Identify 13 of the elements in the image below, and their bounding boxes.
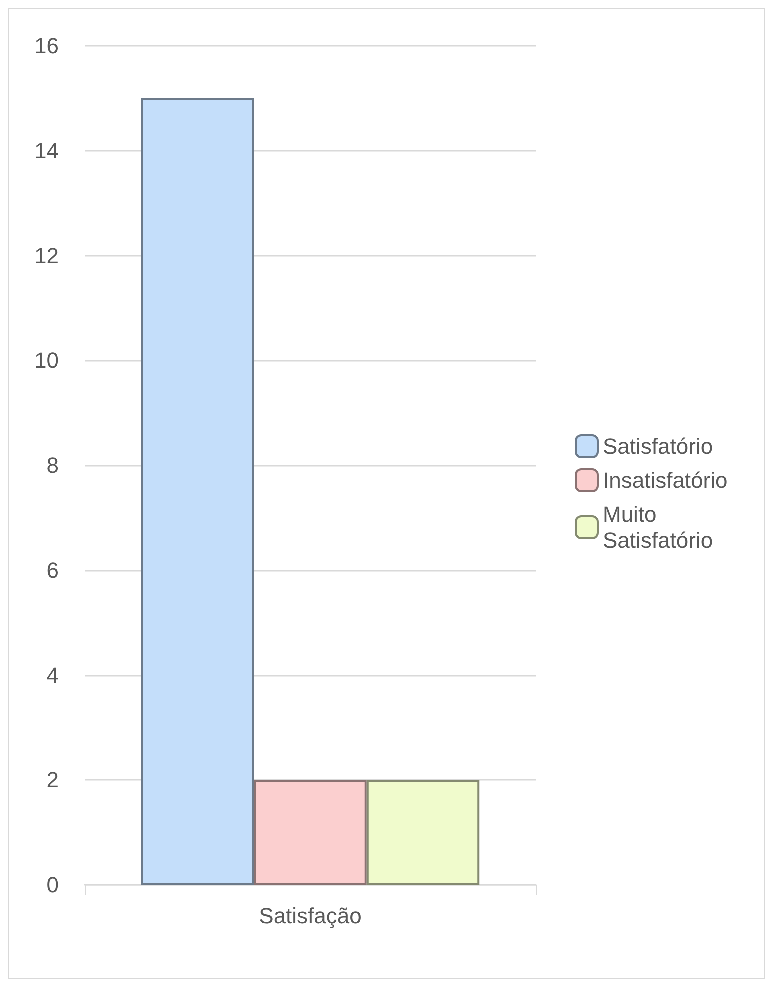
y-tick-label: 4 [46, 662, 59, 688]
legend-label: Insatisfatório [603, 468, 728, 493]
y-tick-label: 8 [46, 453, 59, 478]
legend-label: Satisfatório [603, 434, 714, 459]
legend-label: Muito Satisfatório [603, 502, 714, 553]
y-tick-label: 2 [46, 768, 59, 793]
y-tick-label: 6 [46, 558, 59, 583]
y-tick-label: 10 [34, 348, 59, 374]
y-tick-label: 16 [34, 34, 59, 58]
y-tick-label: 12 [34, 243, 59, 268]
y-tick-label: 0 [46, 872, 59, 898]
y-tick-label: 14 [34, 138, 59, 164]
x-tick-label: Satisfação [259, 904, 362, 928]
